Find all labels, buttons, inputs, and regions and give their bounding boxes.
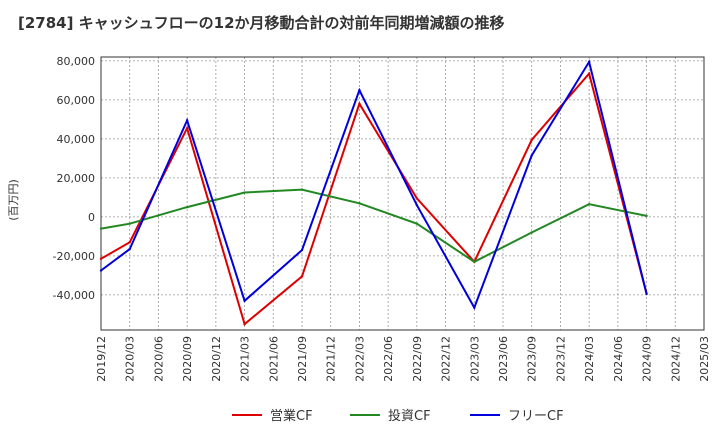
- data-point: [300, 248, 304, 252]
- x-tick-label: 2024/06: [612, 336, 625, 382]
- x-tick-label: 2022/12: [440, 336, 453, 382]
- data-point: [128, 247, 131, 251]
- legend-label-1: 投資CF: [388, 408, 431, 424]
- chart-title: [2784] キャッシュフローの12か月移動合計の対前年同期増減額の推移: [18, 14, 505, 32]
- data-point: [243, 191, 246, 194]
- x-tick-label: 2019/12: [95, 336, 108, 382]
- data-point: [185, 205, 189, 209]
- x-tick-label: 2020/06: [152, 336, 165, 382]
- x-tick-label: 2023/09: [526, 336, 539, 382]
- x-tick-label: 2020/12: [210, 336, 223, 382]
- x-tick-label: 2022/06: [382, 336, 395, 382]
- x-tick-label: 2021/09: [296, 336, 309, 382]
- data-point: [473, 306, 476, 309]
- data-point: [358, 202, 361, 205]
- data-point: [587, 72, 591, 75]
- data-point: [415, 204, 419, 207]
- y-tick-label: -40,000: [53, 289, 95, 302]
- data-point: [243, 322, 246, 326]
- data-point: [645, 292, 648, 296]
- data-point: [99, 227, 103, 230]
- data-point: [300, 275, 304, 278]
- series-line-2: [100, 59, 648, 310]
- x-tick-label: 2021/03: [239, 336, 252, 382]
- data-point: [415, 222, 419, 225]
- data-point: [645, 214, 648, 218]
- x-tick-label: 2020/09: [181, 336, 194, 382]
- data-point: [530, 138, 533, 142]
- data-point: [185, 119, 189, 122]
- y-tick-label: 60,000: [57, 94, 96, 107]
- data-point: [358, 88, 361, 92]
- x-tick-label: 2021/12: [325, 336, 338, 382]
- x-tick-label: 2023/12: [554, 336, 567, 382]
- data-point: [530, 154, 533, 157]
- data-point: [99, 269, 103, 272]
- y-tick-label: 0: [88, 211, 95, 224]
- x-tick-label: 2022/09: [411, 336, 424, 382]
- data-point: [587, 203, 591, 206]
- data-point: [128, 241, 131, 244]
- series-line-0: [100, 71, 648, 326]
- data-point: [99, 257, 103, 261]
- x-tick-label: 2024/09: [641, 336, 654, 382]
- data-point: [587, 60, 591, 64]
- data-point: [128, 222, 131, 225]
- data-point: [530, 231, 533, 234]
- data-point: [358, 102, 361, 106]
- data-point: [415, 197, 419, 200]
- data-point: [300, 188, 304, 191]
- x-tick-label: 2024/03: [583, 336, 596, 382]
- x-tick-label: 2023/03: [468, 336, 481, 382]
- data-point: [243, 299, 246, 302]
- y-axis-label: (百万円): [7, 179, 20, 221]
- y-tick-label: -20,000: [53, 250, 95, 263]
- y-tick-label: 40,000: [57, 133, 96, 146]
- y-tick-label: 80,000: [57, 55, 96, 68]
- x-tick-label: 2025/03: [698, 336, 711, 382]
- grid-layer: [100, 57, 705, 330]
- y-tick-labels: 80,000 60,000 40,000 20,000 0 -20,000 -40,000: [53, 55, 95, 302]
- x-tick-labels: 2019/12 2020/03 2020/06 2020/09 2020/12 2021/…: [95, 336, 711, 382]
- series-line-1: [100, 188, 647, 263]
- y-tick-label: 20,000: [57, 172, 96, 185]
- data-point: [185, 126, 189, 130]
- legend: 営業CF 投資CF フリーCF: [232, 408, 564, 424]
- x-tick-label: 2024/12: [669, 336, 682, 382]
- x-tick-label: 2021/06: [267, 336, 280, 382]
- series-layer: [99, 59, 648, 326]
- data-point: [473, 260, 476, 263]
- plot-frame: [100, 56, 705, 331]
- legend-label-0: 営業CF: [270, 408, 313, 424]
- x-tick-label: 2022/03: [353, 336, 366, 382]
- x-tick-label: 2023/06: [497, 336, 510, 382]
- legend-label-2: フリーCF: [508, 409, 564, 424]
- x-tick-label: 2020/03: [124, 336, 137, 382]
